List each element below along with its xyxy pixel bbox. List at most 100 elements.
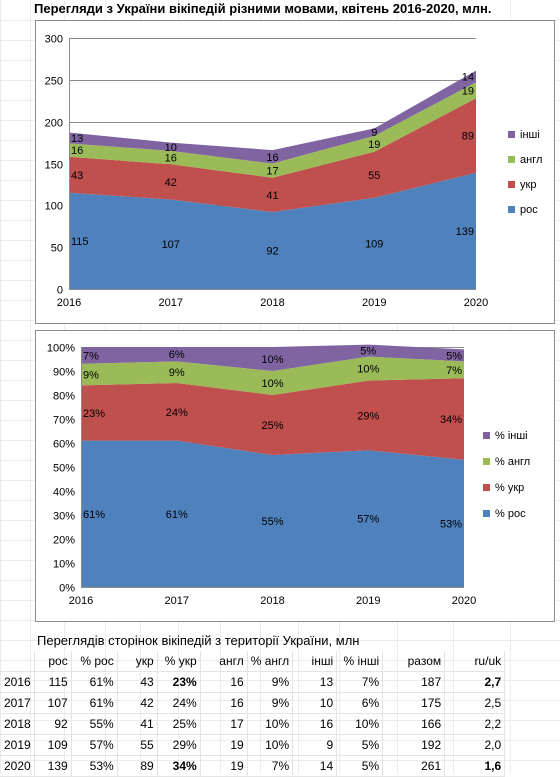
area-1 (81, 440, 464, 587)
legend-label: англ (520, 154, 542, 166)
data-label: 19 (462, 85, 474, 97)
y-tick-label: 80% (53, 391, 75, 403)
table-cell: 10% (336, 713, 384, 735)
header-cell: інші (292, 651, 338, 672)
table-cell: 42 (117, 692, 158, 714)
x-tick-label: 2016 (57, 297, 81, 309)
table-cell: 9% (247, 671, 294, 693)
table-cell: 16 (200, 692, 248, 714)
header-cell: % англ (247, 651, 294, 672)
table-cell: 192 (382, 734, 446, 756)
table-cell: 115 (34, 671, 72, 693)
y-tick-label: 200 (45, 118, 63, 130)
table-cell: 10% (247, 734, 294, 756)
data-label: 5% (446, 350, 462, 362)
table-cell: 2,7 (444, 671, 506, 693)
year-cell: 2018 (0, 713, 35, 735)
data-label: 19 (368, 139, 380, 151)
x-tick-label: 2019 (362, 297, 386, 309)
table-cell: 14 (292, 755, 338, 777)
data-label: 10 (165, 142, 177, 154)
year-cell: 2017 (0, 692, 35, 714)
data-label: 10% (261, 378, 283, 390)
data-label: 89 (462, 130, 474, 142)
header-cell: ru/uk (444, 651, 506, 672)
table-row: 2019 109 57% 55 29% 19 10% 9 5% 192 2,0 (0, 734, 506, 756)
table-cell: 24% (157, 692, 201, 714)
data-label: 34% (440, 414, 462, 426)
data-label: 9 (371, 127, 377, 139)
table-cell: 7% (336, 671, 384, 693)
table-cell: 16 (200, 671, 248, 693)
legend-swatch (508, 181, 515, 188)
table-cell: 261 (382, 755, 446, 777)
legend-label: % англ (495, 456, 530, 468)
y-tick-label: 50 (51, 243, 63, 255)
x-tick-label: 2017 (165, 595, 189, 607)
table-row: 2016 115 61% 43 23% 16 9% 13 7% 187 2,7 (0, 671, 506, 693)
data-label: 25% (261, 420, 283, 432)
data-label: 6% (169, 349, 185, 361)
stacked-area-chart-absolute[interactable]: 0 50 100 150 200 250 300 2016 2017 2018 2019 2020 11… (35, 20, 555, 324)
stacked-area-chart-percent[interactable]: 0% 10% 20% 30% 40% 50% 60% 70% 80% 90% 100% 2016 201… (35, 330, 555, 622)
header-cell: рос (34, 651, 72, 672)
y-tick-label: 300 (45, 34, 63, 46)
legend-swatch (483, 432, 490, 439)
y-tick-label: 40% (53, 487, 75, 499)
table-cell: 10 (292, 692, 338, 714)
table-cell: 53% (71, 755, 118, 777)
legend-swatch (483, 458, 490, 465)
legend-swatch (483, 510, 490, 517)
y-tick-label: 90% (53, 367, 75, 379)
data-label: 53% (440, 518, 462, 530)
y-tick-label: 50% (53, 463, 75, 475)
table-cell: 166 (382, 713, 446, 735)
table-cell: 19 (200, 734, 248, 756)
legend-swatch (483, 484, 490, 491)
legend-label: % укр (495, 482, 524, 494)
year-cell: 2016 (0, 671, 35, 693)
table-title: Переглядів сторінок вікіпедій з територі… (37, 633, 360, 648)
chart-title: Перегляди з України вікіпедій різними мо… (34, 1, 492, 16)
y-tick-label: 70% (53, 415, 75, 427)
data-label: 23% (83, 408, 105, 420)
y-tick-label: 10% (53, 559, 75, 571)
y-tick-label: 250 (45, 76, 63, 88)
area-3 (69, 82, 476, 178)
data-label: 5% (360, 346, 376, 358)
table-cell: 139 (34, 755, 72, 777)
table-cell: 23% (157, 671, 201, 693)
table-row: 2020 139 53% 89 34% 19 7% 14 5% 261 1,6 (0, 755, 506, 777)
table-cell: 92 (34, 713, 72, 735)
legend-swatch (508, 156, 515, 163)
data-label: 109 (365, 238, 383, 250)
table-cell: 16 (292, 713, 338, 735)
area-2 (69, 98, 476, 212)
y-tick-label: 0 (57, 285, 63, 297)
table-cell: 1,6 (444, 755, 506, 777)
table-cell: 61% (71, 671, 118, 693)
data-label: 57% (357, 514, 379, 526)
table-cell: 41 (117, 713, 158, 735)
table-cell: 55 (117, 734, 158, 756)
table-cell: 34% (157, 755, 201, 777)
legend-label: укр (520, 179, 536, 191)
header-cell (0, 651, 35, 672)
header-cell: % інші (336, 651, 384, 672)
area-4 (81, 344, 464, 371)
x-tick-label: 2020 (452, 595, 476, 607)
data-label: 61% (83, 509, 105, 521)
legend-label: % рос (495, 508, 526, 520)
year-cell: 2019 (0, 734, 35, 756)
y-tick-label: 30% (53, 511, 75, 523)
data-label: 115 (71, 236, 89, 248)
data-label: 92 (266, 246, 278, 258)
chart-absolute-svg: 0 50 100 150 200 250 300 2016 2017 2018 2019 2020 11… (45, 34, 543, 310)
table-cell: 5% (336, 734, 384, 756)
legend-label: рос (520, 204, 538, 216)
data-label: 10% (357, 364, 379, 376)
legend-label: інші (520, 129, 540, 141)
table-cell: 5% (336, 755, 384, 777)
table-cell: 61% (71, 692, 118, 714)
x-tick-label: 2020 (464, 297, 488, 309)
